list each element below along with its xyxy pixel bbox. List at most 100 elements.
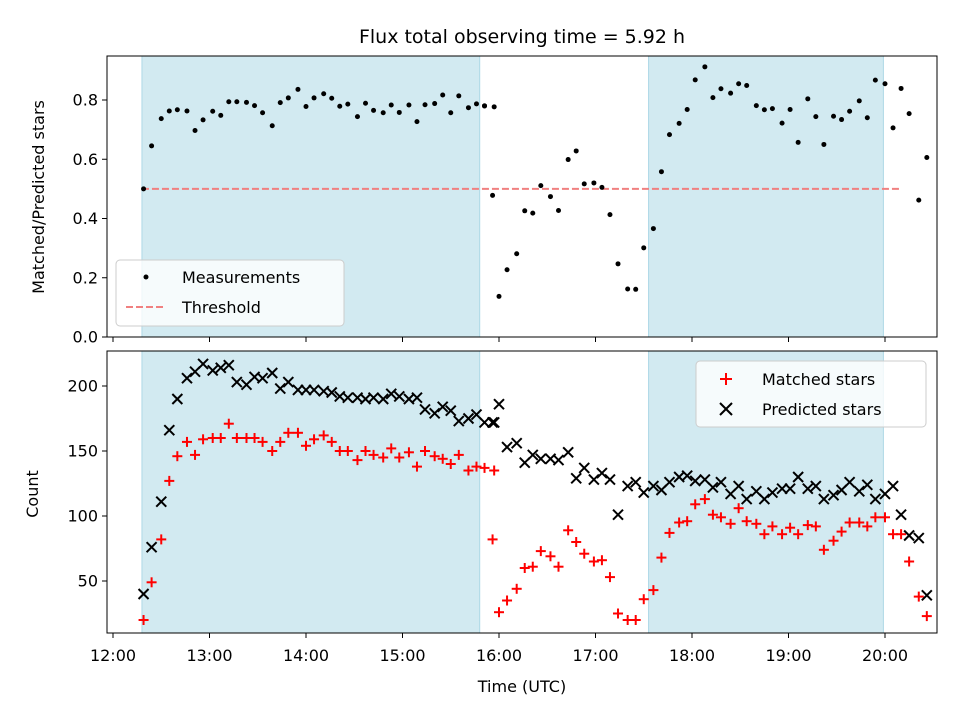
matched-point-9 bbox=[215, 433, 226, 443]
legend-predicted-marker bbox=[719, 402, 733, 416]
measurement-point-16 bbox=[277, 100, 283, 106]
predicted-point-29 bbox=[385, 388, 397, 400]
measurement-point-21 bbox=[321, 91, 327, 97]
predicted-point-75 bbox=[766, 486, 779, 499]
measurement-point-91 bbox=[898, 85, 904, 91]
matched-point-13 bbox=[249, 433, 260, 443]
matched-point-48 bbox=[535, 546, 546, 557]
bottom-xtick-label-8: 20:00 bbox=[862, 646, 908, 665]
predicted-point-84 bbox=[843, 476, 856, 488]
predicted-point-24 bbox=[342, 391, 354, 404]
measurement-point-67 bbox=[692, 77, 698, 83]
matched-point-19 bbox=[301, 440, 311, 451]
measurement-point-0 bbox=[141, 186, 147, 192]
matched-point-67 bbox=[699, 494, 710, 505]
predicted-point-7 bbox=[197, 358, 209, 370]
predicted-point-78 bbox=[792, 471, 804, 483]
matched-point-49 bbox=[545, 551, 556, 562]
matched-point-50 bbox=[553, 561, 564, 572]
predicted-point-8 bbox=[207, 364, 219, 377]
matched-point-80 bbox=[810, 521, 821, 532]
predicted-point-53 bbox=[578, 462, 590, 474]
matched-point-55 bbox=[596, 555, 607, 566]
predicted-point-42 bbox=[486, 416, 499, 429]
measurement-point-74 bbox=[753, 103, 759, 109]
matched-point-65 bbox=[682, 516, 693, 527]
bottom-xtick-label-5: 17:00 bbox=[572, 646, 618, 665]
measurement-point-35 bbox=[440, 92, 446, 98]
measurement-point-85 bbox=[847, 108, 853, 114]
matched-point-37 bbox=[453, 449, 464, 460]
matched-point-52 bbox=[571, 537, 582, 547]
top-y-label: Matched/Predicted stars bbox=[29, 100, 48, 294]
measurement-point-79 bbox=[795, 139, 801, 145]
measurement-point-33 bbox=[422, 102, 428, 108]
top-y-ticks: 0.0 0.2 0.4 0.6 0.8 bbox=[73, 91, 107, 347]
measurement-point-50 bbox=[547, 194, 553, 200]
predicted-point-91 bbox=[903, 529, 915, 542]
predicted-point-68 bbox=[707, 481, 719, 494]
matched-point-39 bbox=[471, 461, 482, 472]
matched-point-66 bbox=[690, 499, 701, 510]
measurement-point-89 bbox=[882, 81, 888, 87]
bottom-axes-frame bbox=[106, 350, 938, 634]
measurement-point-11 bbox=[234, 99, 240, 105]
matched-point-22 bbox=[326, 436, 337, 447]
top-ytick-label-4: 0.8 bbox=[73, 91, 98, 110]
predicted-point-47 bbox=[527, 449, 539, 461]
matched-point-41 bbox=[489, 465, 500, 476]
measurement-point-9 bbox=[218, 112, 224, 118]
measurement-point-72 bbox=[736, 81, 742, 87]
measurement-point-2 bbox=[158, 116, 164, 122]
predicted-point-72 bbox=[740, 493, 753, 505]
matched-point-16 bbox=[275, 436, 286, 447]
predicted-point-28 bbox=[377, 393, 389, 405]
bottom-xtick-label-6: 18:00 bbox=[669, 646, 715, 665]
measurement-point-24 bbox=[345, 101, 351, 107]
predicted-point-43 bbox=[493, 398, 505, 410]
predicted-point-20 bbox=[308, 384, 320, 396]
predicted-point-93 bbox=[921, 589, 933, 602]
measurement-point-61 bbox=[641, 245, 647, 251]
bottom-ytick-label-0: 50 bbox=[78, 572, 98, 591]
measurement-point-52 bbox=[565, 157, 571, 163]
predicted-point-81 bbox=[818, 493, 830, 505]
matched-point-24 bbox=[342, 446, 353, 456]
measurement-point-77 bbox=[779, 120, 785, 126]
measurement-point-13 bbox=[252, 103, 258, 109]
matched-point-90 bbox=[896, 529, 907, 540]
predicted-point-44 bbox=[501, 441, 513, 453]
legend-matched-label: Matched stars bbox=[762, 370, 875, 389]
count-points bbox=[137, 358, 933, 625]
measurement-point-12 bbox=[243, 99, 249, 105]
matched-point-17 bbox=[283, 427, 294, 438]
matched-point-36 bbox=[445, 459, 456, 469]
top-panel: 0.00.20.40.60.8 Matched/Predicted stars … bbox=[29, 55, 938, 347]
matched-point-18 bbox=[292, 427, 303, 438]
predicted-point-22 bbox=[326, 386, 338, 399]
matched-point-29 bbox=[386, 443, 397, 454]
x-axis-label: Time (UTC) bbox=[477, 677, 566, 696]
top-legend: Measurements Threshold bbox=[115, 259, 345, 327]
measurement-point-42 bbox=[482, 103, 488, 109]
matched-point-35 bbox=[437, 453, 448, 464]
matched-point-63 bbox=[664, 527, 675, 538]
predicted-point-11 bbox=[231, 376, 243, 388]
measurement-point-43 bbox=[490, 192, 496, 198]
measurement-point-8 bbox=[210, 108, 216, 114]
predicted-point-82 bbox=[827, 489, 840, 501]
predicted-point-51 bbox=[562, 446, 574, 459]
measurement-point-58 bbox=[615, 261, 621, 267]
predicted-point-41 bbox=[488, 416, 500, 429]
matched-point-83 bbox=[836, 526, 847, 537]
matched-point-57 bbox=[613, 608, 624, 619]
predicted-point-80 bbox=[810, 480, 822, 492]
matched-point-34 bbox=[429, 451, 440, 462]
matched-point-38 bbox=[463, 465, 474, 476]
measurement-point-76 bbox=[769, 106, 775, 112]
matched-point-1 bbox=[146, 577, 157, 588]
predicted-point-60 bbox=[638, 486, 650, 499]
predicted-point-45 bbox=[510, 437, 523, 449]
bottom-shade-0 bbox=[141, 350, 481, 634]
bottom-x-ticks: 12:00 13:00 14:00 15:00 16:00 17:00 18:00 19:00… bbox=[90, 633, 908, 665]
